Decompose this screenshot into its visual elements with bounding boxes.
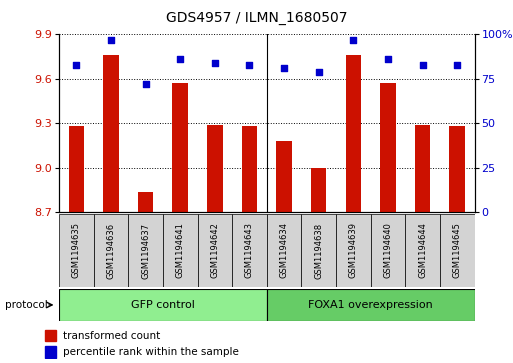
- Point: [211, 60, 219, 66]
- Bar: [45, 330, 56, 341]
- Bar: [172, 83, 188, 212]
- Text: percentile rank within the sample: percentile rank within the sample: [63, 347, 239, 357]
- Bar: [440, 214, 475, 287]
- Bar: [207, 125, 223, 212]
- Text: GDS4957 / ILMN_1680507: GDS4957 / ILMN_1680507: [166, 11, 347, 25]
- Bar: [449, 126, 465, 212]
- Bar: [415, 125, 430, 212]
- Text: GSM1194641: GSM1194641: [175, 223, 185, 278]
- Bar: [267, 289, 475, 321]
- Bar: [232, 214, 267, 287]
- Point: [176, 57, 184, 62]
- Bar: [267, 214, 301, 287]
- Point: [384, 57, 392, 62]
- Point: [72, 62, 81, 68]
- Text: GSM1194634: GSM1194634: [280, 223, 289, 278]
- Bar: [242, 126, 257, 212]
- Bar: [198, 214, 232, 287]
- Bar: [45, 346, 56, 358]
- Bar: [277, 141, 292, 212]
- Point: [142, 81, 150, 87]
- Bar: [128, 214, 163, 287]
- Text: GSM1194637: GSM1194637: [141, 223, 150, 278]
- Point: [453, 62, 461, 68]
- Text: GSM1194640: GSM1194640: [383, 223, 392, 278]
- Text: GSM1194635: GSM1194635: [72, 223, 81, 278]
- Bar: [138, 192, 153, 212]
- Bar: [69, 126, 84, 212]
- Bar: [405, 214, 440, 287]
- Point: [314, 69, 323, 75]
- Bar: [380, 83, 396, 212]
- Bar: [163, 214, 198, 287]
- Text: GSM1194642: GSM1194642: [210, 223, 220, 278]
- Bar: [301, 214, 336, 287]
- Point: [245, 62, 253, 68]
- Point: [419, 62, 427, 68]
- Bar: [311, 168, 326, 212]
- Point: [349, 37, 358, 43]
- Text: GSM1194644: GSM1194644: [418, 223, 427, 278]
- Bar: [93, 214, 128, 287]
- Text: GSM1194638: GSM1194638: [314, 223, 323, 278]
- Text: protocol: protocol: [5, 300, 48, 310]
- Bar: [59, 289, 267, 321]
- Text: GSM1194645: GSM1194645: [452, 223, 462, 278]
- Bar: [336, 214, 370, 287]
- Text: FOXA1 overexpression: FOXA1 overexpression: [308, 300, 433, 310]
- Bar: [370, 214, 405, 287]
- Bar: [59, 214, 93, 287]
- Text: GSM1194639: GSM1194639: [349, 223, 358, 278]
- Text: GSM1194643: GSM1194643: [245, 223, 254, 278]
- Text: GFP control: GFP control: [131, 300, 195, 310]
- Point: [280, 65, 288, 71]
- Bar: [103, 55, 119, 212]
- Text: GSM1194636: GSM1194636: [106, 223, 115, 278]
- Point: [107, 37, 115, 43]
- Text: transformed count: transformed count: [63, 331, 160, 340]
- Bar: [346, 55, 361, 212]
